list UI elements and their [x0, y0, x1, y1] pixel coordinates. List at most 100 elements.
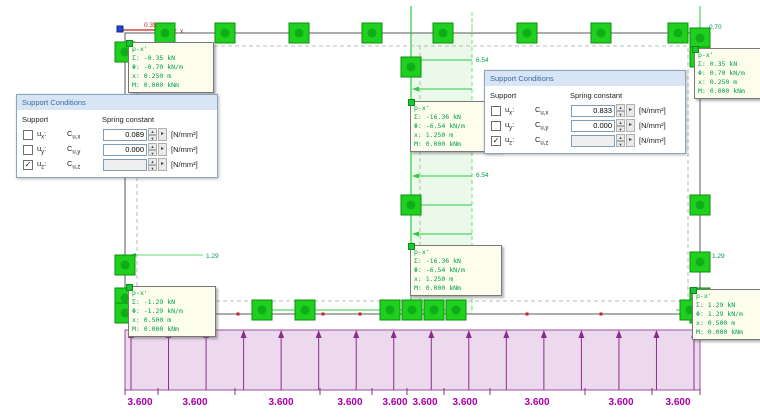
tooltip-line: M: 0.000 kNm	[132, 325, 179, 333]
spin-down-icon[interactable]: ▼	[616, 110, 625, 117]
unit-label: [N/mm²]	[171, 130, 198, 139]
load-arrowhead	[353, 330, 360, 338]
column-header-spring-constant: Spring constant	[570, 91, 623, 100]
tooltip-title: p-x'	[696, 292, 712, 300]
spinner-cuy[interactable]: ▲ ▼	[148, 143, 157, 156]
dimension-label: 3.600	[268, 397, 293, 408]
spinner-cux[interactable]: ▲ ▼	[616, 104, 625, 117]
dof-label-uy: uy:	[37, 143, 47, 156]
support-node-dot	[429, 305, 439, 315]
spinner-cuz[interactable]: ▲ ▼	[148, 158, 157, 171]
tooltip-line: Σ: -16.36 kN	[414, 113, 461, 121]
constant-label-cuz: Cu,z	[67, 158, 81, 171]
tooltip-line: x: 0.250 m	[698, 78, 738, 86]
load-arrowhead	[390, 330, 397, 338]
spring-constant-input-cux[interactable]	[103, 128, 147, 141]
dimension-label: 3.600	[337, 397, 362, 408]
support-node-dot	[695, 257, 705, 267]
support-node-dot	[596, 28, 606, 38]
support-node-dot	[120, 308, 130, 318]
spinner-cuy[interactable]: ▲ ▼	[616, 119, 625, 132]
dof-label-ux: ux:	[505, 104, 515, 117]
load-result-tooltip: p-x' Σ: -0.35 kN Φ: -0.70 kN/m x: 0.250 m M:…	[126, 40, 214, 93]
tooltip-line: Φ: -0.70 kN/m	[132, 63, 183, 71]
spinner-cuz[interactable]: ▲ ▼	[616, 134, 625, 147]
annotation-label: 0.70	[709, 24, 722, 31]
unit-label: [N/mm²]	[639, 106, 666, 115]
checkbox-uy[interactable]	[491, 120, 501, 131]
spring-constant-input-cuy[interactable]	[103, 143, 147, 156]
support-node-dot	[438, 28, 448, 38]
support-node-dot	[220, 28, 230, 38]
tooltip-line: x: 0.500 m	[132, 316, 172, 324]
tooltip-line: Σ: 1.29 kN	[696, 301, 736, 309]
spin-down-icon[interactable]: ▼	[616, 125, 625, 132]
checkbox-ux[interactable]	[23, 129, 33, 140]
support-node-dot	[406, 62, 416, 72]
wall-load-arrowhead	[412, 86, 419, 92]
detail-arrow-button[interactable]: ▸	[158, 158, 167, 171]
tooltip-line: Σ: -0.35 kN	[132, 54, 176, 62]
tooltip-line: x: 1.250 m	[414, 131, 454, 139]
dimension-label: 3.600	[412, 397, 437, 408]
support-node-dot	[120, 260, 130, 270]
dimension-label: 3.600	[382, 397, 407, 408]
spin-up-icon[interactable]: ▲	[616, 134, 625, 141]
load-arrowhead	[465, 330, 472, 338]
spin-down-icon[interactable]: ▼	[148, 134, 157, 141]
load-arrowhead	[540, 330, 547, 338]
spring-constant-input-cuy[interactable]	[571, 119, 615, 132]
constant-label-cux: Cu,x	[67, 128, 81, 141]
tooltip-line: Σ: -16.36 kN	[414, 257, 461, 265]
support-node-dot	[257, 305, 267, 315]
spin-up-icon[interactable]: ▲	[148, 143, 157, 150]
red-node	[321, 312, 325, 316]
checkbox-ux[interactable]	[491, 105, 501, 116]
bottom-line-load[interactable]	[124, 329, 701, 391]
constant-label-cuz: Cu,z	[535, 134, 549, 147]
detail-arrow-button[interactable]: ▸	[626, 134, 635, 147]
tooltip-line: Φ: -6.54 kN/m	[414, 122, 465, 130]
detail-arrow-button[interactable]: ▸	[158, 143, 167, 156]
support-node-dot	[120, 293, 130, 303]
tooltip-title: p-x'	[132, 45, 148, 53]
tooltip-line: Φ: 1.29 kN/m	[696, 310, 743, 318]
tooltip-line: M: 0.000 kNm	[698, 87, 745, 95]
load-arrowhead	[503, 330, 510, 338]
checkbox-uz[interactable]: ✓	[491, 135, 501, 146]
detail-arrow-button[interactable]: ▸	[626, 104, 635, 117]
spin-down-icon[interactable]: ▼	[616, 140, 625, 147]
support-node-dot	[451, 305, 461, 315]
support-node-dot	[294, 28, 304, 38]
spin-up-icon[interactable]: ▲	[148, 158, 157, 165]
spin-up-icon[interactable]: ▲	[616, 119, 625, 126]
support-conditions-dialog-right[interactable]: Support Conditions Support Spring consta…	[484, 70, 686, 154]
checkbox-uy[interactable]	[23, 144, 33, 155]
load-arrowhead	[278, 330, 285, 338]
dimension-label: 3.600	[127, 397, 152, 408]
annotation-label: 1.29	[206, 253, 219, 260]
spin-down-icon[interactable]: ▼	[148, 164, 157, 171]
dof-label-ux: ux:	[37, 128, 47, 141]
spring-constant-input-cuz	[103, 158, 147, 171]
spin-up-icon[interactable]: ▲	[616, 104, 625, 111]
support-row-uz: ✓ uz: Cu,z ▲ ▼ ▸ [N/mm²]	[22, 157, 212, 172]
checkbox-uz[interactable]: ✓	[23, 159, 33, 170]
tooltip-title: p-x'	[132, 289, 148, 297]
annotation-label: 1.29	[712, 253, 725, 260]
origin-node[interactable]	[116, 25, 124, 33]
tooltip-pin-icon	[690, 287, 697, 294]
spin-down-icon[interactable]: ▼	[148, 149, 157, 156]
detail-arrow-button[interactable]: ▸	[626, 119, 635, 132]
spring-constant-input-cux[interactable]	[571, 104, 615, 117]
spin-up-icon[interactable]: ▲	[148, 128, 157, 135]
detail-arrow-button[interactable]: ▸	[158, 128, 167, 141]
tooltip-pin-icon	[408, 243, 415, 250]
spinner-cux[interactable]: ▲ ▼	[148, 128, 157, 141]
support-node-dot	[367, 28, 377, 38]
support-conditions-dialog-left[interactable]: Support Conditions Support Spring consta…	[16, 94, 218, 178]
constant-label-cuy: Cu,y	[67, 143, 81, 156]
column-header-support: Support	[490, 91, 517, 100]
support-row-uy: uy: Cu,y ▲▼ ▸ [N/mm²]	[490, 118, 680, 133]
